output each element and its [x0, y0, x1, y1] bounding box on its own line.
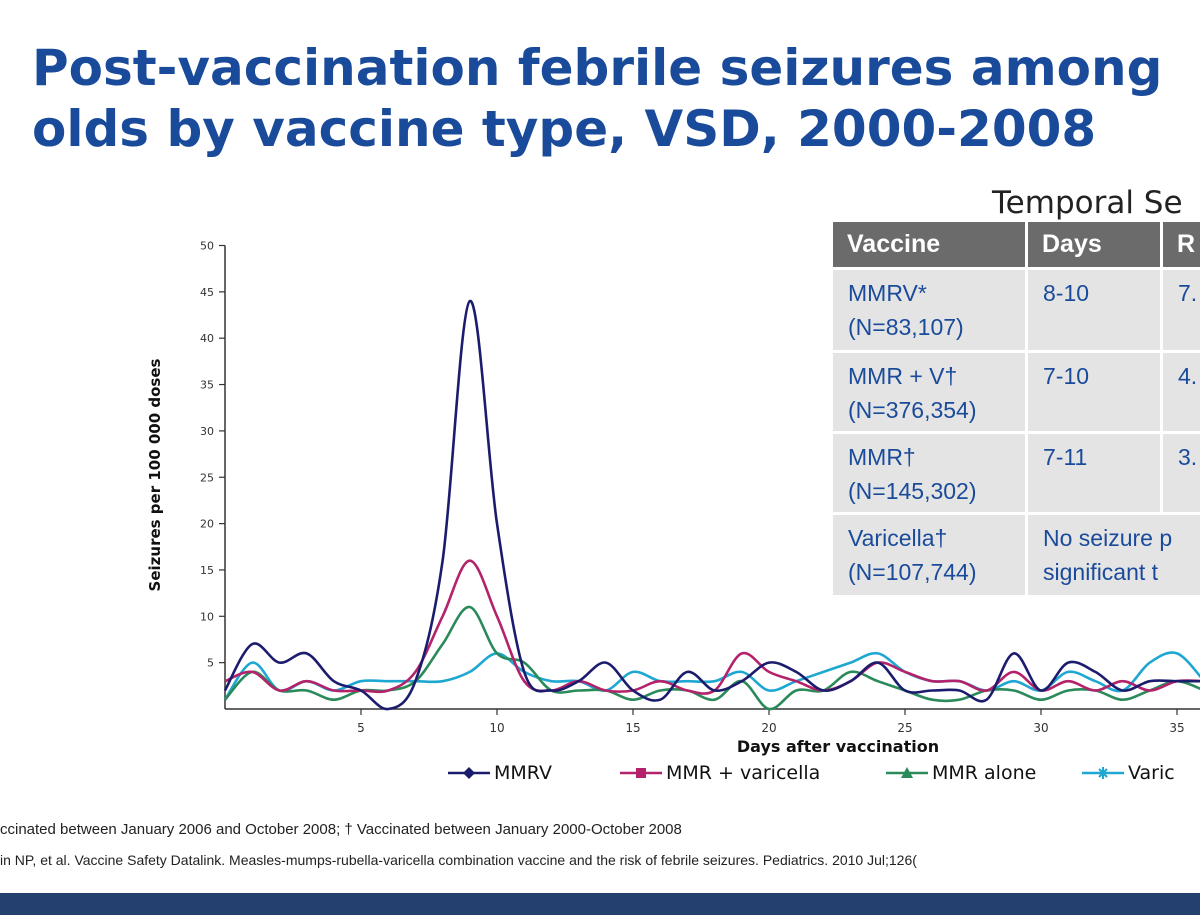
- table-cell-r: 7.: [1163, 270, 1200, 350]
- febrile-seizure-line-chart: 5 10 15 20 25 30 35 40 45 50 5 10 15 20 25 30 35 Days aft…: [146, 240, 1200, 784]
- legend-marker-mmr-varicella: [636, 768, 646, 778]
- table-header-0: Vaccine: [833, 222, 1025, 267]
- title-line-2: olds by vaccine type, VSD, 2000-2008: [32, 100, 1097, 158]
- slide-title: Post-vaccination febrile seizures among …: [32, 38, 1200, 160]
- table-divider-h: [833, 512, 1200, 515]
- table-cell-line: significant t: [1043, 559, 1159, 585]
- table-cell-line: 7.: [1178, 280, 1198, 306]
- table-row: MMR† (N=145,302) 7-11 3.: [833, 434, 1200, 512]
- table-cell-days: 7-11: [1028, 434, 1160, 512]
- y-axis-title: Seizures per 100 000 doses: [146, 358, 164, 591]
- table-cell-line: MMR + V†: [848, 363, 958, 389]
- table-cell-line: 7-10: [1043, 363, 1090, 389]
- table-cell-line: MMR†: [848, 444, 916, 470]
- legend-label-varic: Varic: [1128, 762, 1175, 784]
- x-tick-label: 30: [1033, 721, 1048, 735]
- y-tick-label: 35: [200, 379, 214, 392]
- y-tick-label: 5: [207, 657, 214, 670]
- x-tick-label: 20: [761, 721, 776, 735]
- table-cell-r: 4.: [1163, 353, 1200, 431]
- y-tick-label: 25: [200, 471, 214, 484]
- table-cell-r: 3.: [1163, 434, 1200, 512]
- table-header-2: R: [1163, 222, 1200, 267]
- x-tick-label: 35: [1169, 721, 1184, 735]
- x-axis-title: Days after vaccination: [737, 737, 939, 756]
- y-tick-label: 15: [200, 564, 214, 577]
- table-header-1: Days: [1028, 222, 1160, 267]
- legend-marker-varic-d2: [1098, 768, 1108, 778]
- legend-marker-mmrv: [463, 767, 475, 779]
- table-cell-days: 8-10: [1028, 270, 1160, 350]
- table-divider-h: [833, 350, 1200, 353]
- table-cell-days: 7-10: [1028, 353, 1160, 431]
- table-row: MMRV* (N=83,107) 8-10 7.: [833, 270, 1200, 350]
- x-tick-label: 10: [489, 721, 504, 735]
- y-tick-label: 10: [200, 610, 214, 623]
- x-tick-label: 25: [897, 721, 912, 735]
- legend-marker-varic: [1097, 767, 1109, 779]
- table-title: Temporal Se: [992, 185, 1183, 221]
- table-cell-line: 8-10: [1043, 280, 1090, 306]
- table-cell-line: (N=83,107): [848, 314, 964, 340]
- table-cell-vaccine: MMR† (N=145,302): [833, 434, 1025, 512]
- x-tick-label: 5: [357, 721, 365, 735]
- y-tick-label: 50: [200, 240, 214, 253]
- series-line-mmr-alone: [224, 605, 1200, 711]
- table-cell-line: 3.: [1178, 444, 1198, 470]
- table-cell-vaccine: MMR + V† (N=376,354): [833, 353, 1025, 431]
- table-cell-days: No seizure p significant t: [1028, 515, 1200, 595]
- series-line-mmrv: [223, 299, 1200, 711]
- y-tick-label: 30: [200, 425, 214, 438]
- table-divider-v: [1025, 222, 1028, 595]
- table-cell-vaccine: MMRV* (N=83,107): [833, 270, 1025, 350]
- legend-label-mmr-alone: MMR alone: [932, 762, 1036, 784]
- y-tick-label: 45: [200, 286, 214, 299]
- table-row: Varicella† (N=107,744) No seizure p signifi…: [833, 515, 1200, 595]
- table-row: MMR + V† (N=376,354) 7-10 4.: [833, 353, 1200, 431]
- table-cell-line: Varicella†: [848, 525, 948, 551]
- table-divider-v: [1160, 222, 1163, 512]
- table-cell-line: 4.: [1178, 363, 1198, 389]
- table-cell-vaccine: Varicella† (N=107,744): [833, 515, 1025, 595]
- footnote-vaccination-dates: ccinated between January 2006 and Octobe…: [0, 821, 682, 838]
- table-divider-h: [833, 431, 1200, 434]
- x-tick-label: 15: [625, 721, 640, 735]
- table-cell-line: MMRV*: [848, 280, 927, 306]
- temporal-table: Vaccine Days R MMRV* (N=83,107) 8-10 7. MMR + V…: [833, 222, 1200, 595]
- table-cell-line: 7-11: [1043, 444, 1088, 470]
- legend-label-mmrv: MMRV: [494, 762, 552, 784]
- legend-label-mmr-varicella: MMR + varicella: [666, 762, 820, 784]
- table-divider-h: [833, 267, 1200, 270]
- title-line-1: Post-vaccination febrile seizures among: [32, 39, 1163, 97]
- bottom-bar: [0, 893, 1200, 915]
- table-cell-line: (N=376,354): [848, 397, 977, 423]
- footnote-citation: in NP, et al. Vaccine Safety Datalink. M…: [0, 852, 917, 868]
- legend-marker-mmr-alone: [901, 767, 913, 778]
- table-cell-line: No seizure p: [1043, 525, 1173, 551]
- y-tick-label: 20: [200, 518, 214, 531]
- table-cell-line: (N=107,744): [848, 559, 977, 585]
- table-cell-line: (N=145,302): [848, 478, 977, 504]
- y-tick-label: 40: [200, 332, 214, 345]
